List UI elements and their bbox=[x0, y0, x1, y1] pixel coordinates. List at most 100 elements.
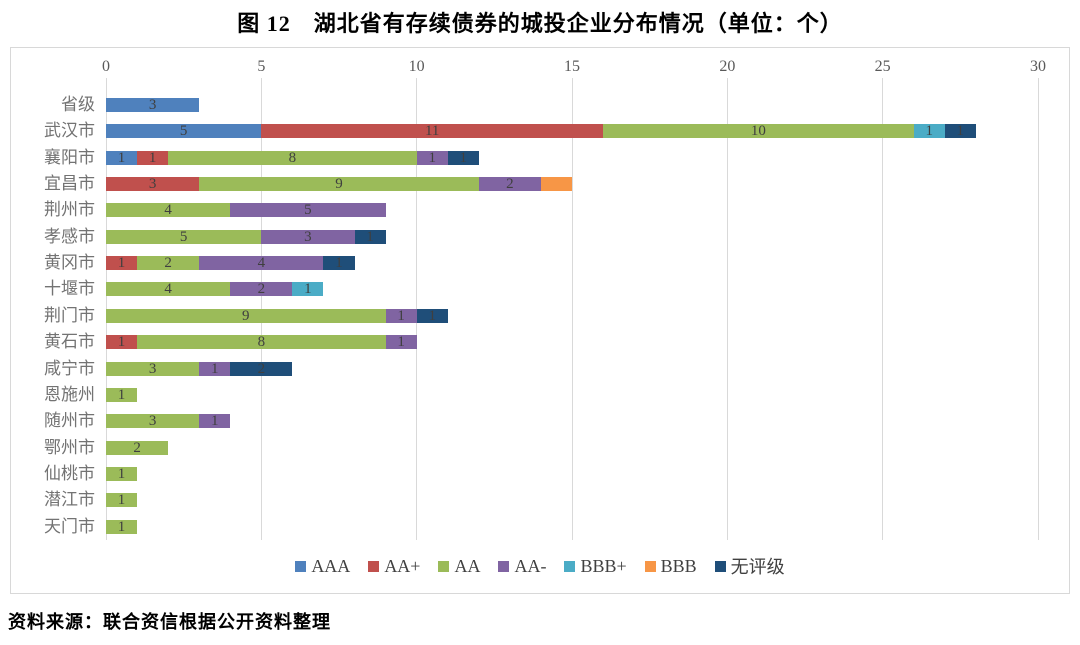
category-label: 宜昌市 bbox=[44, 174, 95, 193]
legend-swatch bbox=[368, 560, 380, 572]
segment-value-label: 2 bbox=[257, 361, 266, 377]
category-label: 荆州市 bbox=[44, 200, 95, 219]
bar-segment-BBB bbox=[540, 177, 572, 191]
chart-legend: AAA AA+ AA AA- BBB+ BBB 无评级 bbox=[11, 553, 1069, 579]
segment-value-label: 1 bbox=[210, 413, 219, 429]
axis-tick-mark bbox=[105, 78, 107, 85]
legend-item-AA-: AA- bbox=[498, 556, 546, 577]
bar-stack: 3 bbox=[106, 97, 200, 113]
bar-segment-AA-: 1 bbox=[199, 362, 231, 377]
bar-stack: 2 bbox=[106, 441, 169, 456]
category-label: 仙桃市 bbox=[44, 464, 95, 483]
legend-label: 无评级 bbox=[730, 557, 785, 577]
bar-stack: 1 1 8 1 1 bbox=[106, 150, 479, 166]
bar-stack: 1 bbox=[106, 520, 138, 535]
bar-segment-AA-: 3 bbox=[261, 229, 355, 245]
bar-segment-AA-: 2 bbox=[478, 177, 541, 192]
bar-row: 鄂州市 2 bbox=[11, 435, 1069, 461]
bar-segment-AA: 10 bbox=[603, 124, 914, 139]
bar-row: 天门市 1 bbox=[11, 514, 1069, 540]
legend-item-AA: AA bbox=[438, 556, 480, 577]
bar-row: 荆州市 4 5 bbox=[11, 197, 1069, 223]
bar-segment-AA: 2 bbox=[137, 256, 200, 271]
bar-segment-AA: 9 bbox=[199, 177, 479, 192]
legend-item-BBB: BBB bbox=[644, 555, 697, 577]
bar-row: 黄冈市 1 2 4 1 bbox=[11, 250, 1069, 276]
category-label: 孝感市 bbox=[44, 227, 95, 246]
segment-value-label: 3 bbox=[148, 413, 157, 429]
legend-label: BBB bbox=[660, 555, 697, 576]
bar-stack: 4 2 1 bbox=[106, 281, 324, 297]
category-label: 省级 bbox=[61, 95, 95, 114]
bar-stack: 1 bbox=[106, 492, 138, 508]
bar-row: 襄阳市 1 1 8 1 1 bbox=[11, 145, 1069, 171]
bar-stack: 3 1 2 bbox=[106, 361, 293, 377]
segment-value-label: 3 bbox=[304, 229, 312, 245]
bar-segment-无评级: 1 bbox=[416, 308, 448, 324]
bar-segment-AA: 4 bbox=[106, 282, 231, 297]
axis-tick-label: 10 bbox=[408, 58, 425, 75]
segment-value-label: 8 bbox=[288, 150, 297, 166]
bar-segment-无评级: 1 bbox=[354, 229, 386, 245]
bar-row: 荆门市 9 1 1 bbox=[11, 303, 1069, 329]
segment-value-label: 2 bbox=[257, 281, 266, 297]
segment-value-label: 1 bbox=[428, 308, 436, 324]
segment-value-label: 1 bbox=[117, 492, 126, 508]
category-label: 荆门市 bbox=[44, 306, 95, 325]
bar-row: 武汉市 5 11 10 1 1 bbox=[11, 118, 1069, 144]
category-label: 恩施州 bbox=[44, 385, 95, 404]
bar-segment-AA: 8 bbox=[168, 150, 417, 166]
legend-swatch bbox=[438, 560, 450, 572]
bar-segment-AA: 1 bbox=[106, 520, 138, 535]
category-label: 潜江市 bbox=[44, 490, 95, 509]
bar-segment-无评级: 1 bbox=[944, 123, 976, 139]
segment-value-label: 1 bbox=[117, 150, 126, 166]
segment-value-label: 1 bbox=[397, 334, 405, 350]
bar-segment-BBB+: 1 bbox=[913, 123, 945, 139]
gridline bbox=[1037, 85, 1039, 540]
bar-row: 仙桃市 1 bbox=[11, 461, 1069, 487]
category-label: 鄂州市 bbox=[44, 438, 95, 457]
bar-stack: 9 1 1 bbox=[106, 308, 448, 324]
bar-row: 随州市 3 1 bbox=[11, 408, 1069, 434]
axis-tick-label: 0 bbox=[102, 58, 110, 75]
source-note: 资料来源：联合资信根据公开资料整理 bbox=[8, 612, 331, 632]
bar-segment-AA-: 1 bbox=[385, 334, 417, 350]
bar-segment-AAA: 3 bbox=[106, 97, 200, 113]
segment-value-label: 1 bbox=[925, 123, 933, 139]
category-label: 天门市 bbox=[44, 517, 95, 536]
bar-segment-AA-: 1 bbox=[416, 150, 448, 166]
legend-label: AA- bbox=[514, 555, 547, 576]
segment-value-label: 9 bbox=[242, 308, 250, 324]
page-title: 图 12 湖北省有存续债券的城投企业分布情况（单位：个） bbox=[237, 11, 843, 36]
segment-value-label: 1 bbox=[428, 150, 436, 166]
bar-row: 咸宁市 3 1 2 bbox=[11, 356, 1069, 382]
bar-segment-AA+: 11 bbox=[261, 124, 604, 139]
legend-swatch bbox=[295, 560, 307, 572]
bar-row: 十堰市 4 2 1 bbox=[11, 276, 1069, 302]
axis-tick-label: 15 bbox=[564, 58, 580, 75]
axis-tick-mark bbox=[882, 78, 884, 85]
axis-tick-mark bbox=[571, 78, 573, 85]
category-label: 咸宁市 bbox=[44, 359, 95, 378]
segment-value-label: 1 bbox=[956, 123, 965, 139]
segment-value-label: 3 bbox=[148, 97, 157, 113]
segment-value-label: 4 bbox=[257, 255, 266, 271]
axis-tick-mark bbox=[1037, 78, 1039, 85]
bar-stack: 3 9 2 bbox=[106, 177, 572, 192]
segment-value-label: 1 bbox=[335, 255, 343, 271]
segment-value-label: 5 bbox=[179, 229, 188, 245]
legend-swatch bbox=[714, 560, 726, 572]
gridline bbox=[571, 85, 573, 540]
bar-segment-无评级: 1 bbox=[323, 255, 355, 271]
bar-segment-AA: 3 bbox=[106, 362, 200, 377]
axis-tick-mark bbox=[726, 78, 728, 85]
segment-value-label: 1 bbox=[117, 466, 126, 482]
category-label: 黄冈市 bbox=[44, 253, 95, 272]
legend-swatch bbox=[564, 560, 576, 572]
bar-segment-AA-: 1 bbox=[199, 413, 231, 429]
segment-value-label: 1 bbox=[117, 334, 126, 350]
segment-value-label: 1 bbox=[366, 229, 374, 245]
